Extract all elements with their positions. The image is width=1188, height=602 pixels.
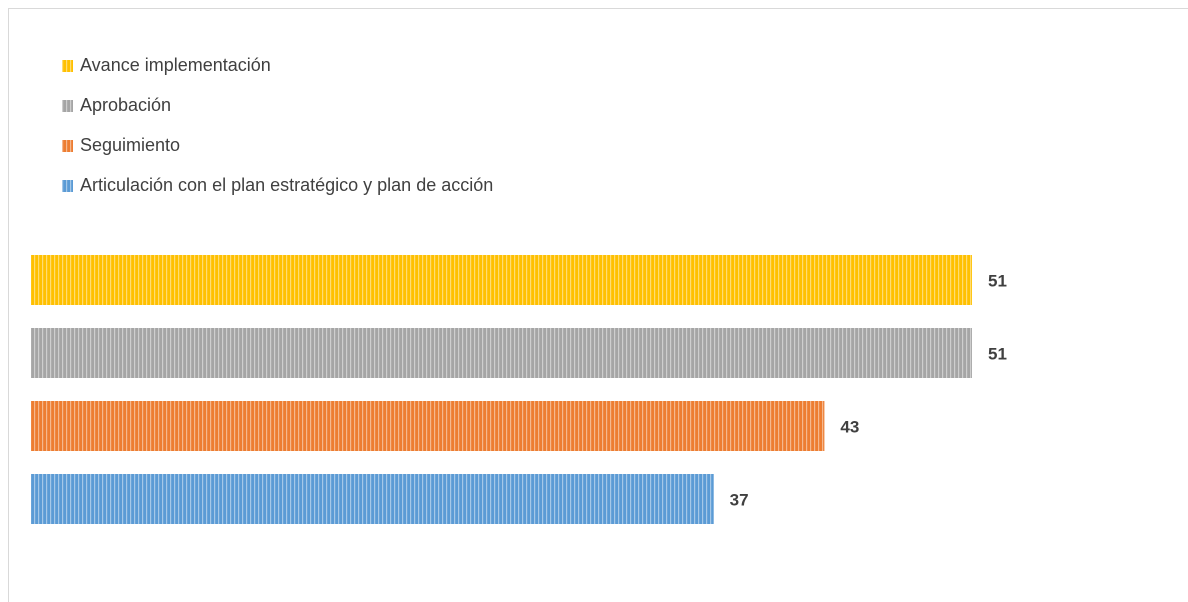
bar <box>31 255 972 305</box>
legend-swatch <box>62 60 73 72</box>
legend-swatch <box>62 100 73 112</box>
bar <box>31 328 972 378</box>
legend-label: Seguimiento <box>80 135 180 155</box>
chart-frame <box>8 8 1188 602</box>
data-label: 51 <box>988 344 1007 363</box>
data-label: 37 <box>730 490 749 509</box>
data-label: 51 <box>988 271 1007 290</box>
legend-label: Articulación con el plan estratégico y p… <box>80 175 493 195</box>
bar <box>31 474 714 524</box>
legend-label: Avance implementación <box>80 55 271 75</box>
data-label: 43 <box>840 417 859 436</box>
legend-label: Aprobación <box>80 95 171 115</box>
legend-swatch <box>62 180 73 192</box>
legend-swatch <box>62 140 73 152</box>
bar <box>31 401 825 451</box>
